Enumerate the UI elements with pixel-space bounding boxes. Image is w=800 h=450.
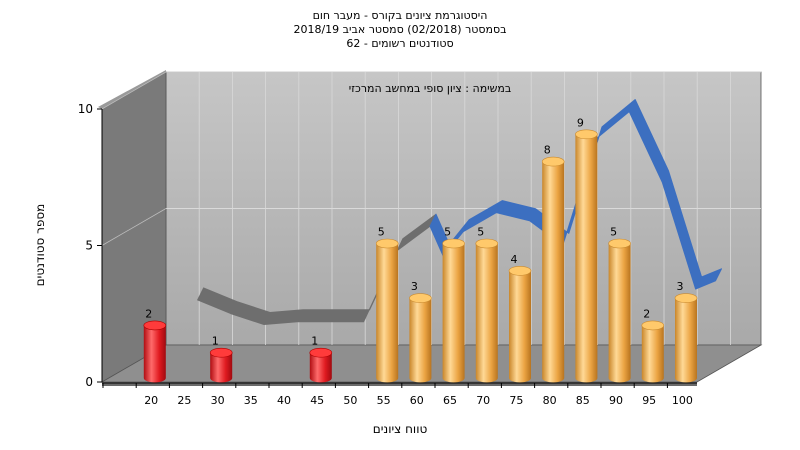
bar-100: 3 — [674, 280, 698, 383]
x-tick-label: 35 — [244, 394, 258, 407]
bar-60: 3 — [409, 280, 432, 383]
bar-body-90 — [608, 243, 631, 383]
gridline-side-h — [101, 71, 167, 110]
bar-cap-90 — [608, 238, 631, 249]
bar-20: 2 — [143, 307, 167, 383]
bar-cap-85 — [575, 129, 598, 140]
bar-90: 5 — [608, 226, 631, 383]
bar-label-20: 2 — [145, 307, 152, 320]
chart-title-line-3: סטודנטים רשומים - 62 — [346, 37, 454, 50]
bar-65: 5 — [442, 226, 465, 383]
bar-cap-80 — [541, 156, 565, 167]
bar-body-100 — [675, 298, 698, 383]
bar-body-75 — [509, 270, 531, 383]
chart-title-line-2: בסמסטר (02/2018) סמסטר אביב 2018/19 — [293, 23, 507, 36]
x-tick-label: 60 — [410, 394, 424, 407]
bar-body-65 — [442, 243, 465, 383]
x-tick-label: 65 — [443, 394, 457, 407]
x-tick-label: 55 — [377, 394, 391, 407]
x-tick-label: 20 — [144, 394, 158, 407]
bar-body-95 — [641, 325, 664, 383]
bar-label-85: 9 — [577, 116, 584, 129]
bar-label-90: 5 — [610, 226, 617, 239]
x-tick-label: 30 — [211, 394, 225, 407]
bar-cap-75 — [508, 265, 532, 276]
bar-cap-100 — [674, 293, 698, 303]
bar-30: 1 — [209, 335, 233, 383]
bar-label-65: 5 — [444, 226, 451, 239]
x-tick-label: 70 — [476, 394, 490, 407]
trend-curve-blue — [429, 99, 723, 290]
bar-cap-70 — [475, 238, 499, 249]
bar-85: 9 — [575, 116, 598, 383]
bar-body-45 — [309, 352, 332, 383]
x-tick-label: 85 — [576, 394, 590, 407]
chart-title-line-1: היסטוגרמת ציונים בקורס - מעבר חום — [312, 9, 488, 22]
bar-label-75: 4 — [511, 253, 518, 266]
x-tick-label: 100 — [672, 394, 693, 407]
x-tick-label: 50 — [343, 394, 357, 407]
bar-cap-55 — [375, 238, 399, 249]
bar-body-85 — [575, 134, 598, 383]
x-tick-label: 75 — [509, 394, 523, 407]
bar-55: 5 — [375, 226, 399, 383]
bar-70: 5 — [475, 226, 499, 383]
x-tick-label: 95 — [642, 394, 656, 407]
y-tick-label: 5 — [85, 239, 93, 253]
bar-cap-65 — [442, 238, 465, 249]
bar-95: 2 — [641, 307, 665, 383]
bar-cap-45 — [309, 347, 333, 358]
bar-body-60 — [409, 298, 432, 383]
x-tick-label: 40 — [277, 394, 291, 407]
bar-body-55 — [376, 243, 399, 383]
bar-cap-60 — [409, 293, 432, 303]
bar-label-45: 1 — [311, 335, 318, 348]
bar-45: 1 — [309, 335, 333, 383]
bar-75: 4 — [508, 253, 532, 383]
y-tick-label: 0 — [85, 375, 93, 389]
x-tick-label: 80 — [543, 394, 557, 407]
bar-label-100: 3 — [677, 280, 684, 293]
bar-cap-30 — [209, 347, 233, 358]
y-axis-title: מספר סטודנטים — [33, 204, 47, 287]
bar-cap-95 — [641, 320, 665, 331]
x-tick-label: 25 — [177, 394, 191, 407]
x-tick-label: 45 — [310, 394, 324, 407]
bar-label-95: 2 — [643, 307, 650, 320]
bar-body-70 — [475, 243, 498, 383]
gridline-side-h — [101, 208, 167, 246]
bar-body-20 — [143, 325, 166, 383]
bar-80: 8 — [541, 144, 565, 383]
x-axis-title: טווח ציונים — [373, 422, 428, 436]
side-wall-rim — [98, 70, 166, 109]
bar-body-30 — [210, 352, 233, 383]
bar-label-30: 1 — [212, 335, 219, 348]
y-tick-label: 10 — [78, 102, 93, 116]
bar-label-55: 5 — [378, 226, 385, 239]
bar-label-60: 3 — [411, 280, 418, 293]
bar-label-80: 8 — [544, 144, 551, 157]
annotation-text: במשימה : ציון סופי במחשב המרכזי — [349, 82, 512, 95]
bar-label-70: 5 — [477, 226, 484, 239]
bar-cap-20 — [143, 320, 167, 331]
x-tick-label: 90 — [609, 394, 623, 407]
bar-body-80 — [542, 161, 565, 383]
